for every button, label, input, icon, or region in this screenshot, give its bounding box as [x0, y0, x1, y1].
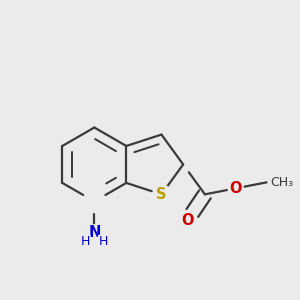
Text: H: H	[99, 235, 108, 248]
Text: CH₃: CH₃	[270, 176, 293, 189]
Text: O: O	[230, 181, 242, 196]
Text: H: H	[81, 235, 90, 248]
Text: N: N	[88, 225, 100, 240]
Text: O: O	[181, 213, 194, 228]
Text: S: S	[156, 187, 167, 202]
